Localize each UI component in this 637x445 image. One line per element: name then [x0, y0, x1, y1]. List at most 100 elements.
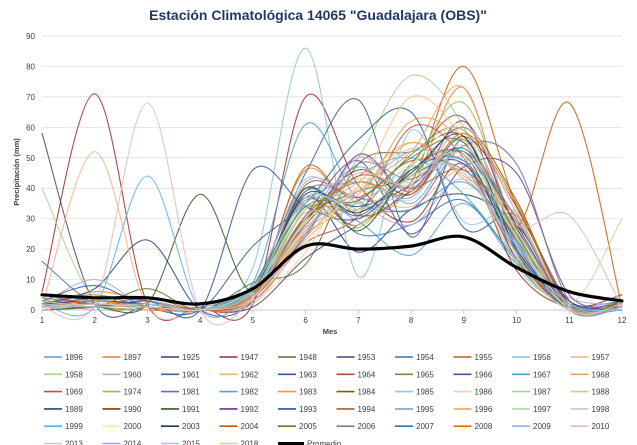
x-tick-label: 7 — [356, 316, 361, 325]
series-line-Promedio — [40, 234, 624, 306]
legend-label: 2010 — [592, 422, 610, 431]
legend-item-1965: 1965 — [395, 370, 434, 379]
x-tick-label: 5 — [251, 316, 256, 325]
legend-item-Promedio: Promedio — [278, 440, 342, 445]
legend-item-2018: 2018 — [219, 440, 259, 445]
legend-label: 1954 — [416, 353, 434, 362]
legend-item-1998: 1998 — [570, 405, 610, 414]
y-tick-label: 20 — [26, 245, 35, 254]
legend-item-1992: 1992 — [219, 405, 259, 414]
legend-label: 2000 — [124, 422, 142, 431]
legend-item-2008: 2008 — [453, 422, 493, 431]
legend-item-1956: 1956 — [512, 353, 551, 362]
legend-label: 1988 — [592, 388, 610, 397]
x-tick-label: 2 — [93, 316, 98, 325]
legend-label: 2008 — [475, 422, 493, 431]
legend-label: 1992 — [241, 405, 259, 414]
series-line-1999 — [41, 147, 623, 318]
legend-label: 1974 — [124, 388, 142, 397]
legend-label: 1993 — [299, 405, 317, 414]
legend-label: 1957 — [592, 353, 610, 362]
legend-label: 1968 — [592, 370, 610, 379]
legend-label: 1947 — [241, 353, 259, 362]
legend-label: 2018 — [241, 440, 259, 445]
legend-item-1996: 1996 — [453, 405, 493, 414]
x-tick-label: 4 — [198, 316, 203, 325]
legend-label: 2004 — [241, 422, 259, 431]
legend-label: 1896 — [65, 353, 83, 362]
legend-item-1948: 1948 — [278, 353, 317, 362]
legend-item-1986: 1986 — [453, 388, 493, 397]
legend-item-1989: 1989 — [44, 405, 83, 414]
legend-item-1969: 1969 — [44, 388, 83, 397]
legend-item-1984: 1984 — [336, 388, 376, 397]
legend-item-1954: 1954 — [395, 353, 434, 362]
x-tick-label: 6 — [303, 316, 308, 325]
x-tick-label: 1 — [40, 316, 45, 325]
x-tick-label: 10 — [512, 316, 521, 325]
legend-label: 1925 — [182, 353, 200, 362]
y-tick-label: 30 — [26, 215, 35, 224]
legend-label: 1986 — [475, 388, 493, 397]
legend-label: 1982 — [241, 388, 259, 397]
series-line-2010 — [41, 102, 623, 326]
legend-label: 2003 — [182, 422, 200, 431]
legend-label: 1967 — [533, 370, 551, 379]
y-tick-label: 10 — [26, 276, 35, 285]
legend-item-1981: 1981 — [161, 388, 200, 397]
legend-item-1966: 1966 — [453, 370, 493, 379]
legend-item-2004: 2004 — [219, 422, 259, 431]
legend-label: 1990 — [124, 405, 142, 414]
legend-item-1988: 1988 — [570, 388, 610, 397]
legend-label: 1984 — [358, 388, 376, 397]
legend-item-2007: 2007 — [395, 422, 434, 431]
legend-item-1994: 1994 — [336, 405, 376, 414]
legend-item-1964: 1964 — [336, 370, 376, 379]
legend: 1896 1897 1925 1947 1948 1953 1954 1955 1956 1957… — [44, 353, 610, 445]
legend-label: 1995 — [416, 405, 434, 414]
legend-label: 1897 — [124, 353, 142, 362]
chart-title: Estación Climatológica 14065 "Guadalajar… — [149, 7, 487, 23]
legend-item-1987: 1987 — [512, 388, 551, 397]
legend-item-1896: 1896 — [44, 353, 83, 362]
legend-label: 1966 — [475, 370, 493, 379]
y-tick-label: 50 — [26, 154, 35, 163]
legend-item-1997: 1997 — [512, 405, 551, 414]
x-tick-label: 8 — [409, 316, 414, 325]
legend-label: 1953 — [358, 353, 376, 362]
x-tick-label: 11 — [565, 316, 574, 325]
series-line-2005 — [41, 137, 623, 313]
y-axis-label: Precipitación (mm) — [12, 138, 21, 206]
legend-item-2010: 2010 — [570, 422, 610, 431]
x-tick-label: 12 — [618, 316, 627, 325]
legend-item-2003: 2003 — [161, 422, 200, 431]
legend-label: 1999 — [65, 422, 83, 431]
y-tick-label: 70 — [26, 93, 35, 102]
legend-label: 2013 — [65, 440, 83, 445]
legend-item-1957: 1957 — [570, 353, 610, 362]
legend-label: 1983 — [299, 388, 317, 397]
legend-label: 1965 — [416, 370, 434, 379]
legend-item-1993: 1993 — [278, 405, 317, 414]
legend-item-1963: 1963 — [278, 370, 317, 379]
legend-item-1960: 1960 — [102, 370, 142, 379]
legend-item-2006: 2006 — [336, 422, 376, 431]
legend-item-2013: 2013 — [44, 440, 83, 445]
legend-label: 2007 — [416, 422, 434, 431]
legend-item-1955: 1955 — [453, 353, 493, 362]
legend-item-1947: 1947 — [219, 353, 259, 362]
series-line-2018 — [41, 95, 623, 315]
legend-label: 1956 — [533, 353, 551, 362]
series-lines — [40, 47, 624, 326]
legend-item-1925: 1925 — [161, 353, 200, 362]
legend-label: 1985 — [416, 388, 434, 397]
legend-item-1985: 1985 — [395, 388, 434, 397]
legend-label: 1955 — [475, 353, 493, 362]
x-axis-label: Mes — [323, 327, 338, 336]
legend-item-2009: 2009 — [512, 422, 551, 431]
legend-item-1990: 1990 — [102, 405, 142, 414]
series-line-1958 — [41, 74, 623, 312]
legend-item-1982: 1982 — [219, 388, 259, 397]
legend-label: 2014 — [124, 440, 142, 445]
